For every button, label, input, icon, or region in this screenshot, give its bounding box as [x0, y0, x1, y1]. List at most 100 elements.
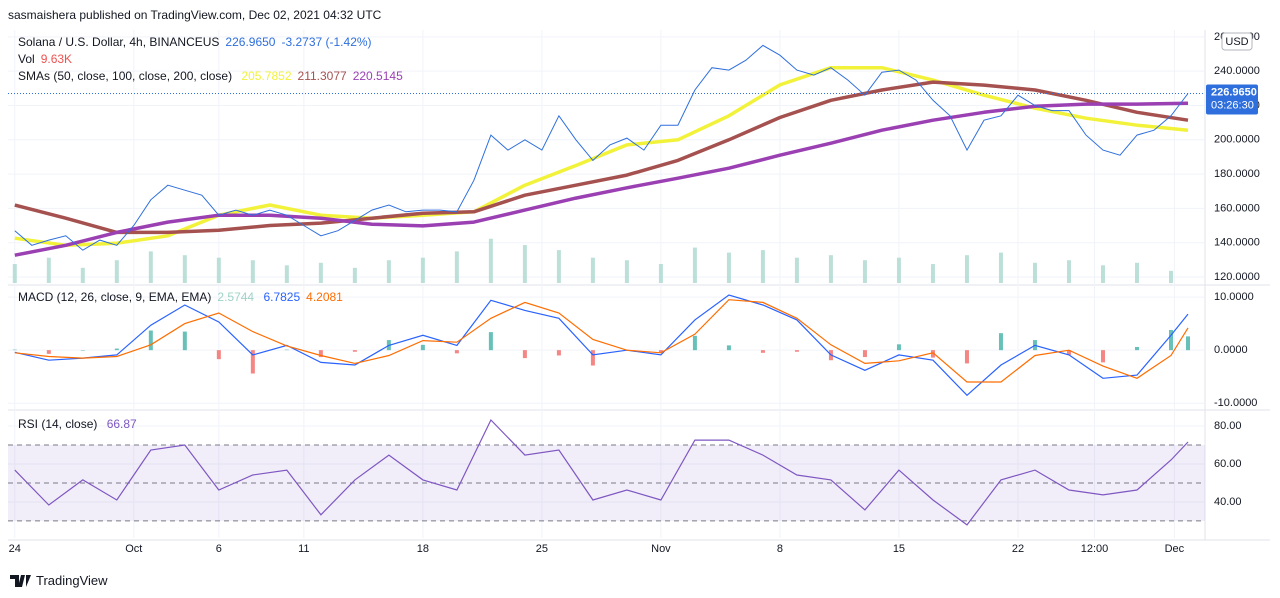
volume-bar: [148, 251, 153, 283]
macd-histogram-bar: [114, 348, 119, 351]
sma-line: [14, 65, 1189, 248]
volume-bar: [590, 257, 595, 283]
footer-text: TradingView: [36, 573, 108, 588]
volume-bar: [998, 252, 1003, 283]
volume-bar: [964, 255, 969, 283]
x-tick-label: 25: [536, 543, 548, 555]
footer-logo: TradingView: [10, 573, 108, 588]
x-tick-label: 6: [216, 543, 222, 555]
macd-legend: MACD (12, 26, close, 9, EMA, EMA) 2.5744 …: [18, 290, 349, 304]
price-badge-label: 226.9650: [1211, 86, 1257, 98]
macd-histogram-bar: [522, 350, 527, 359]
macd-histogram-bar: [12, 349, 17, 351]
macd-histogram-bar: [1066, 350, 1071, 355]
y-tick-label: 200.0000: [1214, 134, 1260, 146]
macd-histogram-bar: [726, 345, 731, 351]
hist-last: 2.5744: [217, 290, 255, 304]
x-tick-label: Dec: [1165, 543, 1185, 555]
volume-bar: [46, 257, 51, 283]
x-tick-label: Nov: [651, 543, 671, 555]
volume-bar: [1134, 262, 1139, 283]
y-tick-label: 60.00: [1214, 458, 1242, 470]
macd-histogram-bar: [896, 344, 901, 351]
volume-bar: [760, 250, 765, 283]
rsi-line: [14, 418, 1189, 526]
y-tick-label: 10.0000: [1214, 291, 1254, 303]
macd-histogram-bar: [216, 350, 221, 360]
volume-bar: [556, 250, 561, 283]
macd-histogram-bar: [318, 350, 323, 358]
last-price: 226.9650: [225, 35, 276, 49]
rsi-legend: RSI (14, close) 66.87: [18, 417, 143, 431]
volume-bar: [420, 257, 425, 283]
volume-bar: [284, 265, 289, 283]
macd-histogram-bar: [284, 349, 289, 351]
volume-bar: [1066, 260, 1071, 283]
volume-legend: Vol 9.63K: [18, 52, 78, 66]
volume-bar: [318, 262, 323, 283]
price-change: -3.2737 (-1.42%): [281, 35, 372, 49]
macd-histogram-bar: [80, 350, 85, 351]
price-legend: Solana / U.S. Dollar, 4h, BINANCEUS 226.9…: [18, 35, 378, 49]
x-tick-label: Oct: [125, 543, 142, 555]
x-tick-label: 18: [417, 543, 429, 555]
x-tick-label: 24: [9, 543, 21, 555]
volume-bar: [386, 260, 391, 283]
volume-bar: [80, 267, 85, 283]
y-tick-label: 180.0000: [1214, 168, 1260, 180]
macd-histogram-bar: [930, 350, 935, 358]
macd-histogram-bar: [556, 350, 561, 356]
macd-histogram-bar: [1168, 329, 1173, 351]
volume-bar: [250, 260, 255, 283]
symbol-title: Solana / U.S. Dollar, 4h, BINANCEUS: [18, 35, 220, 49]
macd-histogram-bar: [182, 331, 187, 351]
volume-label: Vol: [18, 52, 35, 66]
x-tick-label: 8: [777, 543, 783, 555]
volume-last: 9.63K: [40, 52, 73, 66]
x-tick-label: 11: [298, 543, 309, 555]
macd-histogram-bar: [488, 332, 493, 351]
legend-value: 205.7852: [241, 69, 292, 83]
x-tick-label: 22: [1012, 543, 1024, 555]
macd-histogram-bar: [862, 350, 867, 358]
macd-histogram-bar: [250, 350, 255, 374]
x-tick-label: 15: [893, 543, 905, 555]
sma-line: [14, 101, 1189, 257]
volume-bar: [216, 257, 221, 283]
price-badge: [1206, 84, 1258, 115]
y-tick-label: 80.00: [1214, 420, 1242, 432]
macd-histogram-bar: [658, 350, 663, 353]
sma-line: [14, 80, 1189, 235]
publisher-line: sasmaishera published on TradingView.com…: [8, 8, 382, 22]
y-tick-label: 0.0000: [1214, 344, 1248, 356]
macd-histogram-bar: [148, 330, 153, 351]
volume-bar: [522, 245, 527, 283]
volume-bar: [862, 260, 867, 283]
logo-icon: [10, 574, 31, 587]
volume-bar: [930, 264, 935, 283]
sma-label: SMAs (50, close, 100, close, 200, close): [18, 69, 233, 83]
volume-bar: [624, 260, 629, 283]
volume-bar: [692, 247, 697, 283]
macd-label: MACD (12, 26, close, 9, EMA, EMA): [18, 290, 212, 304]
volume-bar: [726, 252, 731, 283]
legend-value: 220.5145: [352, 69, 403, 83]
x-tick-label: 12:00: [1081, 543, 1109, 555]
macd-histogram-bar: [352, 350, 357, 352]
legend-value: 66.87: [106, 417, 137, 431]
sma-legend: SMAs (50, close, 100, close, 200, close)…: [18, 69, 409, 83]
volume-bar: [454, 251, 459, 283]
macd-line: [14, 299, 1189, 383]
volume-bar: [182, 255, 187, 283]
macd-histogram-bar: [760, 350, 765, 353]
macd-histogram-bar: [590, 350, 595, 366]
countdown: 03:26:30: [1211, 99, 1254, 111]
volume-bar: [896, 257, 901, 283]
y-tick-label: -10.0000: [1214, 397, 1257, 409]
macd-histogram-bar: [692, 335, 697, 351]
macd-histogram-bar: [46, 350, 51, 354]
volume-bar: [1100, 265, 1105, 283]
legend-value: 211.3077: [297, 69, 347, 83]
